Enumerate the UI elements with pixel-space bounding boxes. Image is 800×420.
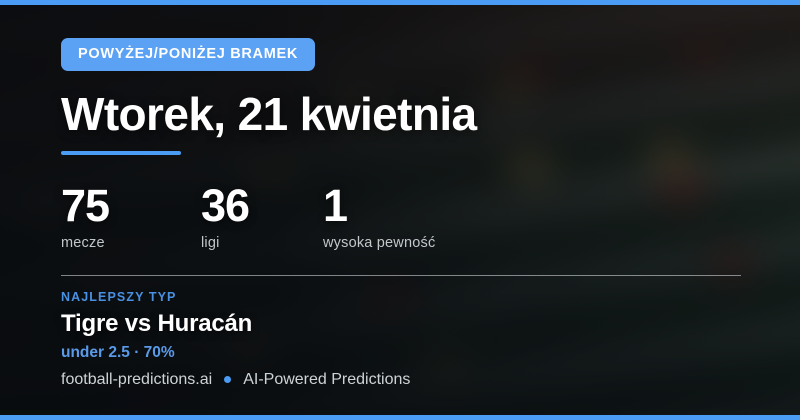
top-accent-bar bbox=[0, 0, 800, 5]
stat-label: wysoka pewność bbox=[323, 234, 436, 251]
tip-match-name[interactable]: Tigre vs Huracán bbox=[61, 309, 253, 337]
stat-value: 36 bbox=[201, 180, 250, 231]
stat-value: 1 bbox=[323, 180, 348, 231]
footer-tagline: AI-Powered Predictions bbox=[243, 370, 411, 388]
stat-matches: 75 mecze bbox=[61, 183, 201, 251]
stat-value: 75 bbox=[61, 180, 110, 231]
stat-leagues: 36 ligi bbox=[201, 183, 323, 251]
tip-selection: under 2.5 · 70% bbox=[61, 343, 175, 361]
page-title: Wtorek, 21 kwietnia bbox=[61, 88, 477, 140]
stat-label: mecze bbox=[61, 234, 105, 251]
stat-high-confidence: 1 wysoka pewność bbox=[323, 183, 435, 251]
category-badge[interactable]: POWYŻEJ/PONIŻEJ BRAMEK bbox=[61, 38, 316, 71]
best-tip-kicker: NAJLEPSZY TYP bbox=[61, 289, 177, 304]
blue-dot-icon bbox=[224, 376, 232, 384]
bottom-accent-bar bbox=[0, 415, 800, 420]
stat-label: ligi bbox=[201, 234, 220, 251]
title-underline bbox=[61, 151, 181, 155]
footer: football-predictions.ai AI-Powered Predi… bbox=[61, 371, 740, 389]
stats-row: 75 mecze 36 ligi 1 wysoka pewność bbox=[61, 183, 740, 251]
section-divider bbox=[61, 274, 741, 276]
site-name: football-predictions.ai bbox=[61, 370, 213, 388]
